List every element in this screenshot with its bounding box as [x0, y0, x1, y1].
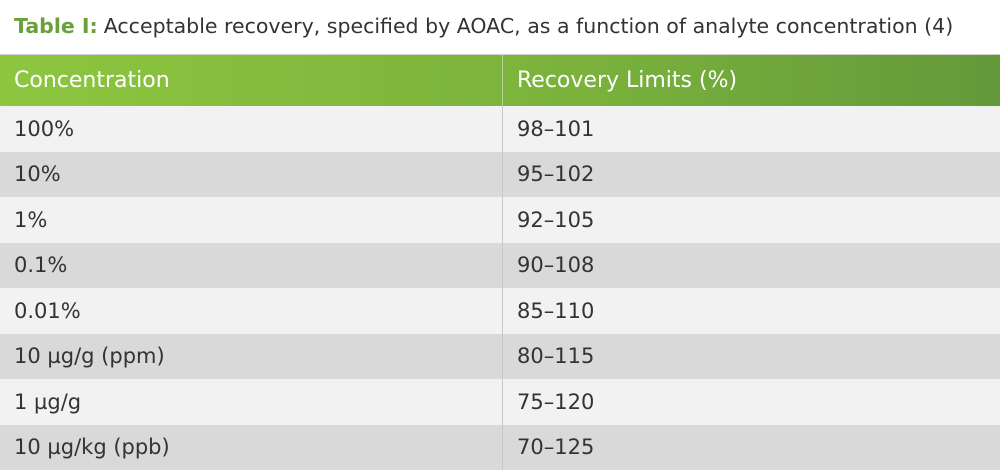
table-cell: 1% [0, 197, 503, 243]
table-cell: 0.1% [0, 242, 503, 288]
table-cell: 0.01% [0, 288, 503, 334]
table-cell: 10 µg/g (ppm) [0, 333, 503, 379]
table-cell: 80–115 [517, 344, 595, 369]
header-cell: Concentration [0, 55, 503, 106]
header-row: Concentration Recovery Limits (%) [0, 55, 1000, 106]
table-cell: 10% [0, 151, 503, 197]
table-cell: 95–102 [517, 162, 595, 187]
table-cell: 92–105 [517, 207, 595, 232]
table-row: 10 µg/kg (ppb) 70–125 [0, 424, 1000, 470]
table-row: 10 µg/g (ppm) 80–115 [0, 333, 1000, 379]
table-cell: 70–125 [517, 435, 595, 460]
table-cell: 100% [0, 106, 503, 152]
table-cell: 85–110 [517, 298, 595, 323]
table-cell: 75–120 [517, 389, 595, 414]
table-cell: 98–101 [517, 116, 595, 141]
title: Table I: Acceptable recovery, specified b… [0, 0, 1000, 55]
title-text: Acceptable recovery, specified by AOAC, … [103, 14, 954, 38]
table: Concentration Recovery Limits (%) 100% 98… [0, 55, 1000, 470]
table-cell: 90–108 [517, 253, 595, 278]
table-row: 100% 98–101 [0, 106, 1000, 152]
table-row: 1 µg/g 75–120 [0, 379, 1000, 425]
table-row: 0.1% 90–108 [0, 242, 1000, 288]
title-label: Table I: [14, 14, 98, 38]
table-row: 1% 92–105 [0, 197, 1000, 243]
table-cell: 1 µg/g [0, 379, 503, 425]
table-row: 10% 95–102 [0, 151, 1000, 197]
table-cell: 10 µg/kg (ppb) [0, 424, 503, 470]
table-row: 0.01% 85–110 [0, 288, 1000, 334]
header-cell: Recovery Limits (%) [517, 68, 738, 93]
